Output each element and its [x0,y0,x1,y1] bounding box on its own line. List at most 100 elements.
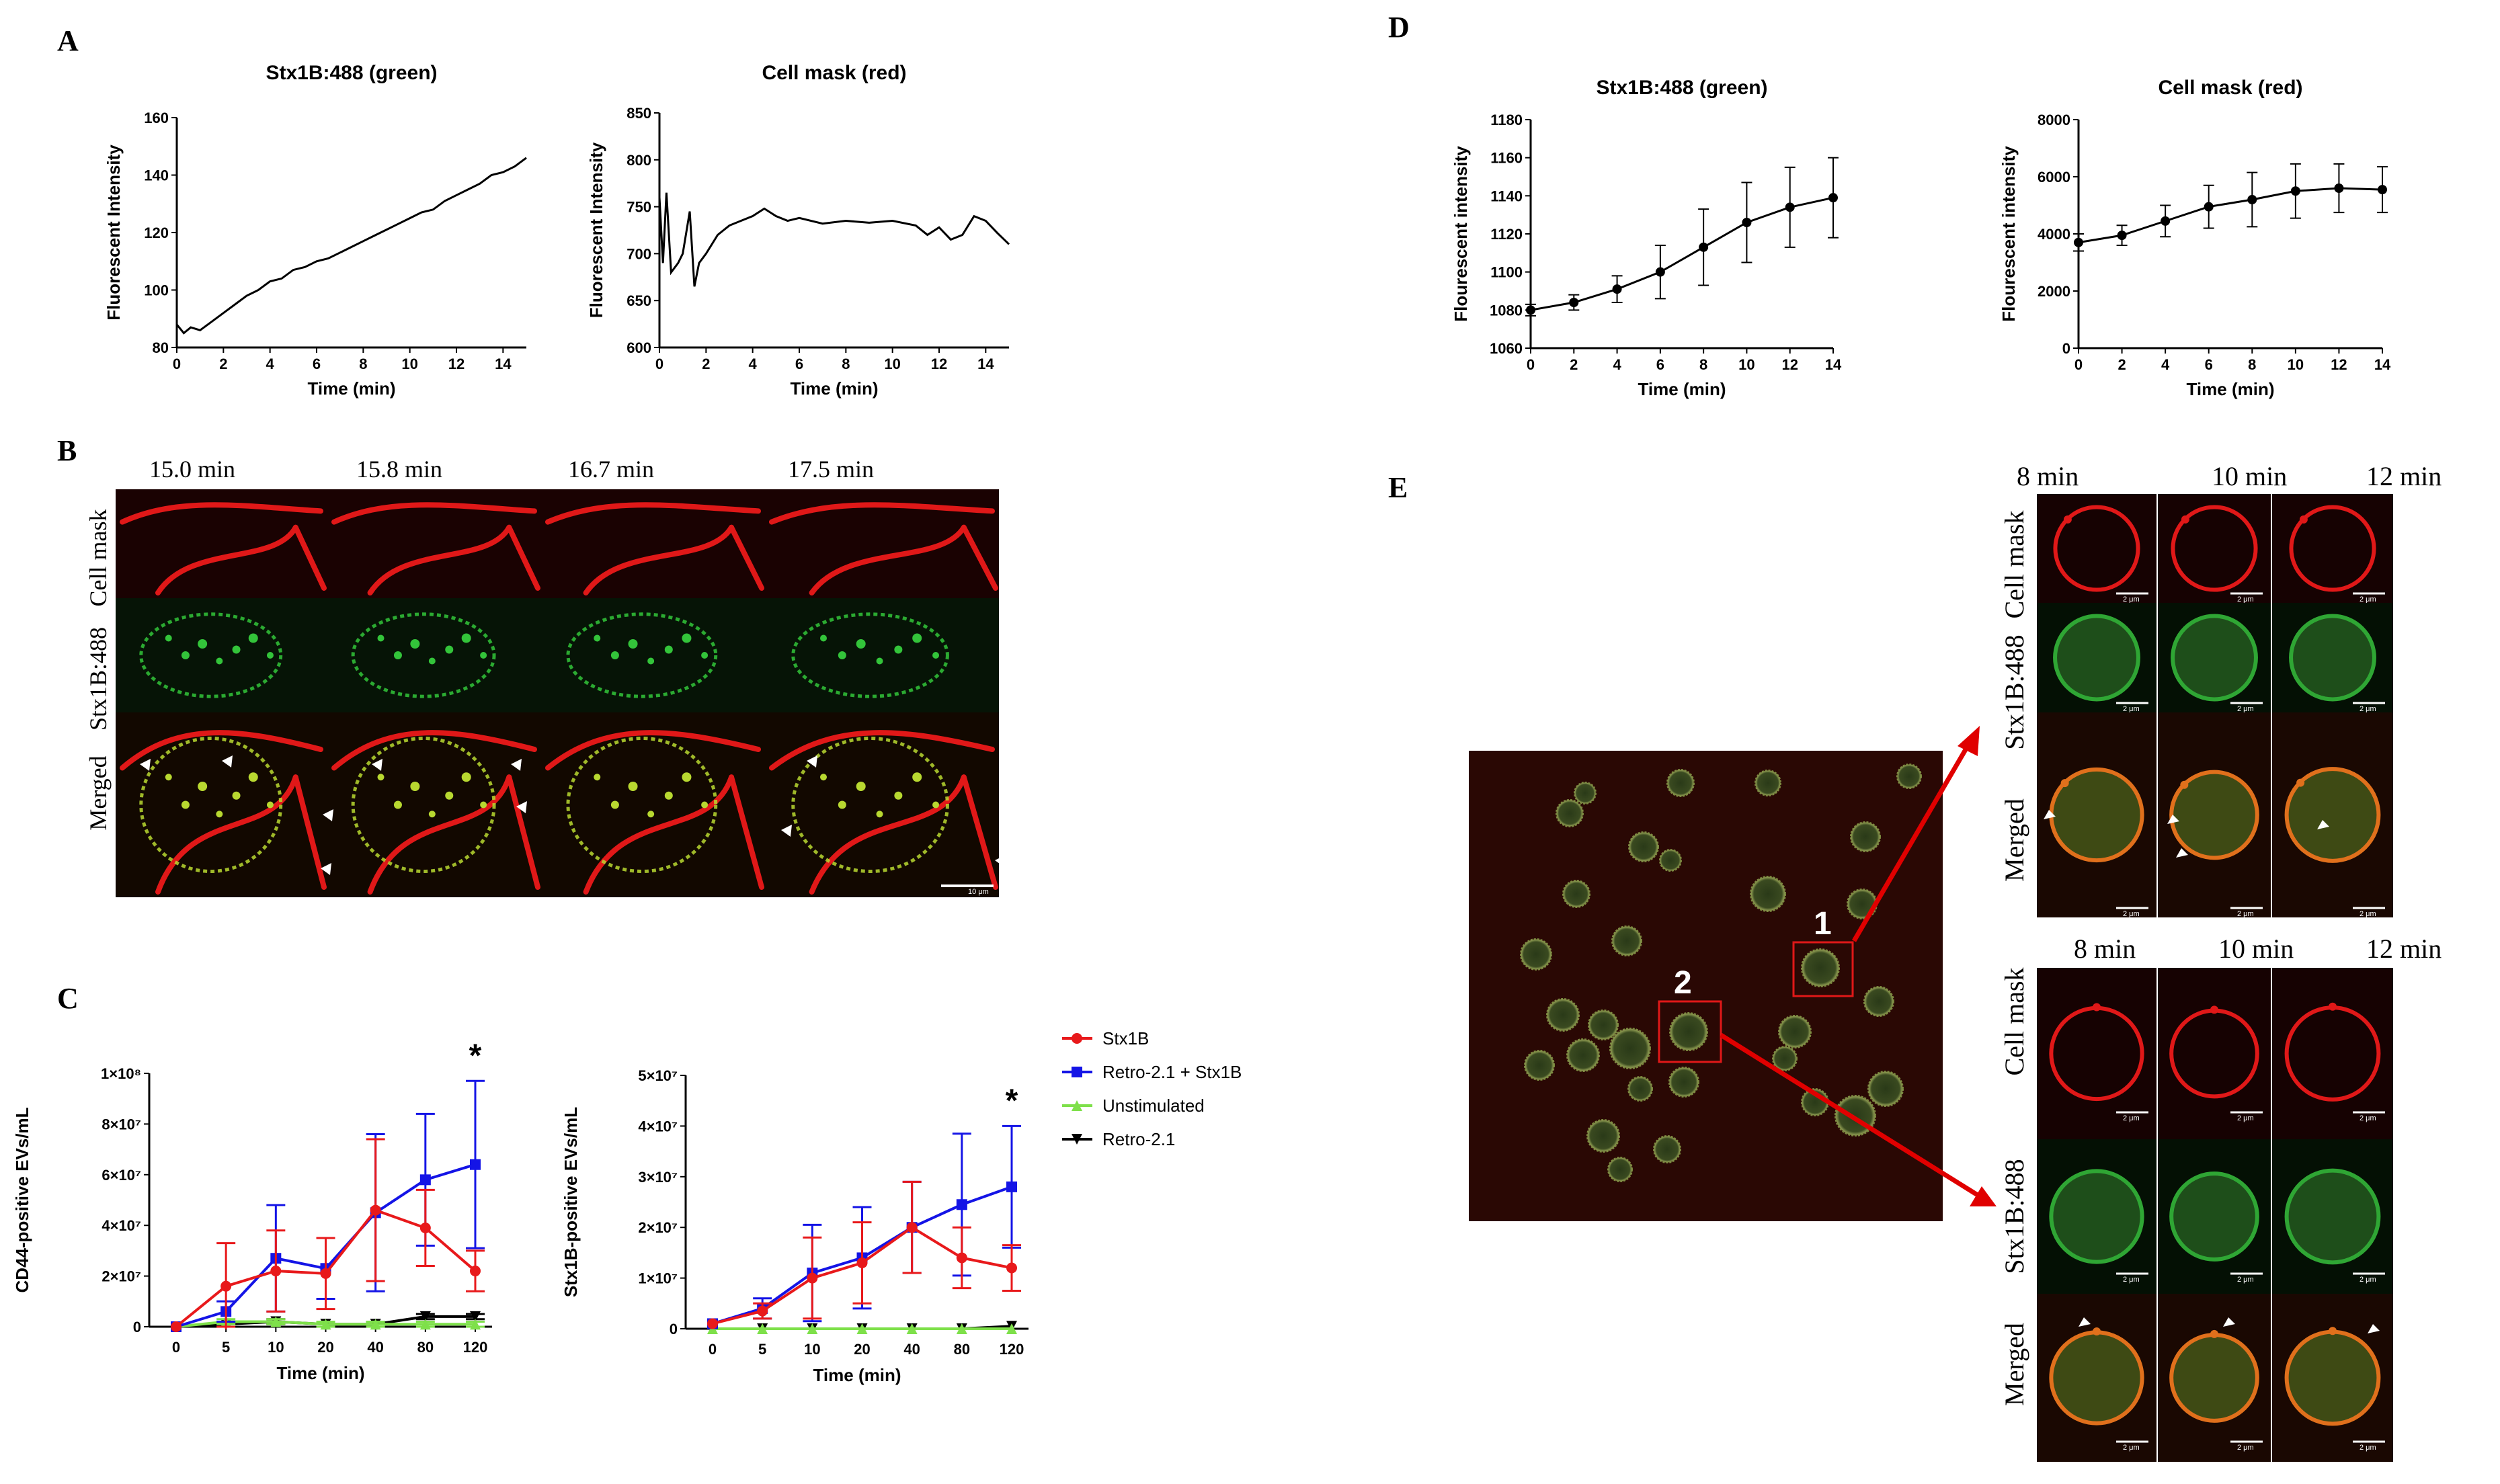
data-point [171,1321,182,1332]
data-point [1526,305,1535,315]
cell-membrane [809,774,967,895]
y-axis-label: CD44-positive EVs/mL [12,1107,32,1292]
vesicle-puncta [181,651,190,659]
x-tick-label: 14 [495,356,512,372]
vesicle [1666,769,1695,797]
vesicle-puncta [876,657,883,665]
series-line [2078,187,2383,244]
cell-membrane [120,730,323,771]
y-tick-label: 1060 [1490,340,1523,357]
bleb [2210,1329,2218,1338]
vesicle-puncta [410,639,420,649]
x-tick-label: 6 [2205,356,2213,373]
scale-bar-label: 2 μm [2360,1444,2376,1452]
vesicle-puncta [628,782,638,791]
x-tick-label: 4 [2161,356,2170,373]
vesicle-puncta [445,645,454,654]
y-tick-label: 2×10⁷ [102,1268,141,1285]
cell-outline [351,737,496,873]
cell-circle [2289,505,2376,592]
bleb [2180,780,2189,789]
x-tick-label: 0 [2074,356,2083,373]
x-tick-label: 80 [417,1339,434,1356]
data-point [419,1222,431,1233]
vesicle [1669,1012,1708,1051]
vesicle-puncta [894,791,903,800]
y-tick-label: 0 [2062,340,2070,357]
chart-d-cellmask: Cell mask (red) 0 2 4 6 8 10 12 14 0 2000 4000 6000 8… [1999,77,2391,399]
legend-label: Unstimulated [1102,1096,1205,1116]
e-box-2 [1658,1000,1722,1063]
y-tick-label: 5×10⁷ [638,1067,678,1084]
y-tick-label: 2×10⁷ [638,1219,678,1236]
data-point [906,1323,918,1334]
cell-circle [2169,1171,2259,1262]
arrowhead-marker [516,801,527,813]
vesicle-puncta [664,791,673,800]
x-tick-label: 12 [1781,356,1798,373]
y-tick-label: 700 [627,245,651,262]
cell-circle [2284,1329,2381,1426]
x-tick-label: 10 [2288,356,2304,373]
vesicle [1607,1157,1633,1182]
x-tick-label: 6 [1656,356,1664,373]
cell-circle [2289,614,2376,702]
vesicle-puncta [248,633,258,643]
e-top-time-3: 12 min [2366,461,2442,491]
bleb [2299,515,2308,524]
vesicle-puncta [594,634,601,642]
x-tick-label: 2 [2118,356,2126,373]
vesicle-puncta [445,791,454,800]
vesicle-puncta [932,801,940,809]
cell-membrane [120,502,323,525]
e-bottom-time-3: 12 min [2366,934,2442,964]
arrowhead-marker [140,759,151,771]
scale-bar-label: 2 μm [2123,1444,2140,1452]
scale-bar-label: 2 μm [2237,1444,2254,1452]
chart-title: Cell mask (red) [762,62,906,84]
data-point [1006,1323,1017,1334]
y-tick-label: 1180 [1490,112,1523,128]
x-tick-label: 40 [903,1341,920,1358]
arrowhead-marker [2223,1317,2235,1327]
data-point [956,1252,967,1264]
chart-title: Stx1B:488 (green) [266,62,437,84]
data-point [270,1316,282,1327]
micrograph-tile [2037,968,2156,1139]
y-tick-label: 6×10⁷ [102,1167,141,1184]
vesicle-puncta [198,782,208,791]
cell-outline [791,612,949,698]
cell-circle [2169,1333,2259,1423]
vesicle-puncta [198,639,208,649]
vesicle [1850,821,1881,852]
y-tick-label: 850 [627,105,651,122]
data-point [470,1159,481,1170]
micrograph-tile [541,598,765,712]
arrowhead-marker [995,855,1006,867]
scale-bar-label: 2 μm [2237,595,2254,604]
vesicle-puncta [932,652,940,659]
x-tick-label: 0 [172,1339,180,1356]
data-point [807,1272,818,1284]
vesicle [1520,938,1552,971]
vesicle [1588,1009,1619,1040]
panel-label-c: C [57,982,79,1015]
vesicle [1574,782,1597,805]
b-time-4: 17.5 min [788,456,874,483]
y-tick-label: 0 [133,1319,141,1335]
data-point [470,1319,481,1330]
series-line [658,192,1010,287]
x-tick-label: 2 [219,356,227,372]
vesicle [1627,1076,1653,1102]
micrograph-tile [765,598,999,712]
vesicle-puncta [377,774,385,781]
e-top-time-1: 8 min [2017,461,2079,491]
e-top-row-stx1b: Stx1B:488 [1999,634,2029,749]
e-bottom-row-cellmask: Cell mask [1999,967,2029,1075]
arrowhead-marker [511,759,522,771]
scale-bar-label: 2 μm [2123,705,2140,713]
y-tick-label: 6000 [2038,169,2070,186]
vesicle-puncta [216,811,223,818]
x-axis-label: Time (min) [1638,379,1726,399]
bleb [2093,1327,2101,1336]
